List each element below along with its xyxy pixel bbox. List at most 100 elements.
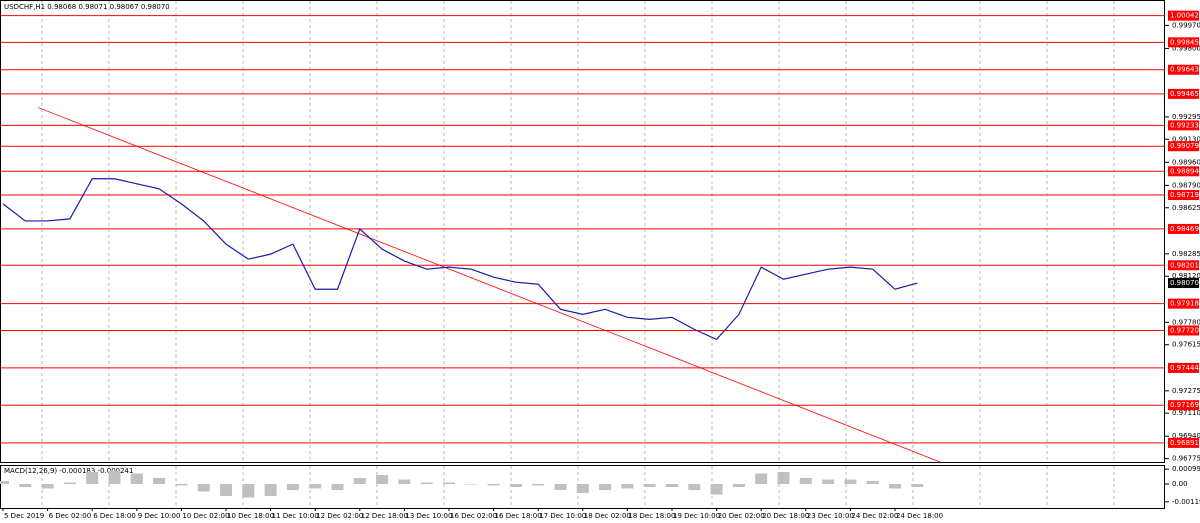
macd-bar [86,472,99,484]
y-tick-label: 0.98790 [1172,181,1200,189]
y-tick-label: 0.97780 [1172,318,1200,326]
macd-bar [465,484,478,485]
macd-bar [41,484,54,489]
x-tick-label: 6 Dec 02:00 [49,512,92,520]
macd-bar [242,484,255,498]
macd-bar [376,475,389,484]
x-tick-label: 10 Dec 02:00 [182,512,229,520]
macd-bar [63,482,76,484]
x-tick-label: 12 Dec 18:00 [361,512,408,520]
x-tick-label: 6 Dec 18:00 [93,512,136,520]
macd-bar [331,484,344,490]
macd-bar [554,484,567,490]
level-tag [1168,10,1199,21]
level-label: 0.97720 [1170,326,1199,334]
macd-bar [755,473,768,484]
macd-tick-label: 0.00 [1172,480,1188,488]
x-tick-label: 13 Dec 10:00 [405,512,452,520]
macd-bar [710,484,723,495]
macd-bar [487,484,500,486]
level-tag [1168,298,1199,309]
macd-bar [866,481,879,484]
x-tick-label: 16 Dec 02:00 [450,512,497,520]
macd-bar [509,484,522,487]
macd-bar [220,484,232,496]
macd-bar [599,484,612,490]
macd-bar [576,484,589,493]
macd-bar [286,484,299,490]
x-tick-label: 11 Dec 10:00 [272,512,319,520]
level-tag [1168,120,1199,131]
macd-bar [889,484,901,489]
level-tag [1168,88,1199,99]
macd-bar [443,482,455,484]
macd-bar [175,484,188,486]
current-price-label: 0.98070 [1170,279,1199,287]
macd-bar [777,472,790,484]
macd-bar [19,484,32,487]
macd-bar [621,484,634,489]
macd-bar [643,484,656,487]
macd-bar [398,479,411,484]
level-label: 0.99233 [1170,121,1199,129]
level-label: 0.99845 [1170,38,1199,46]
x-tick-label: 16 Dec 18:00 [495,512,542,520]
x-tick-label: 9 Dec 10:00 [138,512,181,520]
level-tag [1168,325,1199,336]
x-tick-label: 18 Dec 18:00 [628,512,675,520]
macd-bar [822,479,835,484]
x-tick-label: 20 Dec 02:00 [718,512,765,520]
macd-bar [0,481,9,484]
price-line [2,178,918,341]
x-tick-label: 24 Dec 02:00 [851,512,898,520]
x-tick-label: 19 Dec 10:00 [673,512,720,520]
macd-bar [732,484,745,487]
level-tag [1168,64,1199,75]
level-tag [1168,362,1199,373]
x-tick-label: 10 Dec 18:00 [227,512,274,520]
macd-bar [911,484,924,487]
chart-title: USDCHF,H1 0.98068 0.98071 0.98067 0.9807… [4,3,170,11]
level-tag [1168,400,1199,411]
x-tick-label: 23 Dec 10:00 [807,512,854,520]
level-label: 0.98894 [1170,167,1199,175]
level-label: 0.99643 [1170,66,1199,74]
current-price-tag [1168,278,1199,289]
macd-tick-label: -0.001192 [1172,498,1200,506]
x-tick-label: 18 Dec 02:00 [584,512,631,520]
x-tick-label: 12 Dec 02:00 [316,512,363,520]
level-label: 0.97444 [1170,364,1199,372]
y-tick-label: 0.97275 [1172,387,1200,395]
y-tick-label: 0.98960 [1172,158,1200,166]
y-tick-label: 0.99130 [1172,135,1200,143]
x-tick-label: 20 Dec 18:00 [762,512,809,520]
macd-bar [532,484,545,486]
level-label: 0.99079 [1170,142,1199,150]
y-tick-label: 0.97110 [1172,409,1200,417]
y-tick-label: 0.96940 [1172,432,1200,440]
x-tick-label: 17 Dec 10:00 [539,512,586,520]
level-tag [1168,37,1199,48]
macd-bar [309,484,322,489]
level-label: 0.97918 [1170,300,1199,308]
level-label: 0.99465 [1170,90,1199,98]
x-tick-label: 24 Dec 18:00 [896,512,943,520]
macd-bar [153,478,166,484]
level-label: 0.98719 [1170,191,1199,199]
macd-bar [197,484,210,492]
macd-bar [108,470,121,484]
macd-bar [264,484,277,496]
macd-title: MACD(12,26,9) -0.000183 -0.000241 [4,467,133,475]
macd-bar [844,479,857,484]
macd-bar [420,482,433,484]
y-tick-label: 0.97615 [1172,341,1200,349]
y-tick-label: 0.96775 [1172,455,1200,463]
macd-tick-label: 0.00099 [1172,465,1200,473]
level-label: 0.96891 [1170,439,1199,447]
level-tag [1168,437,1199,448]
y-tick-label: 0.98625 [1172,204,1200,212]
main-frame [0,0,1165,463]
trend-line [37,107,941,463]
